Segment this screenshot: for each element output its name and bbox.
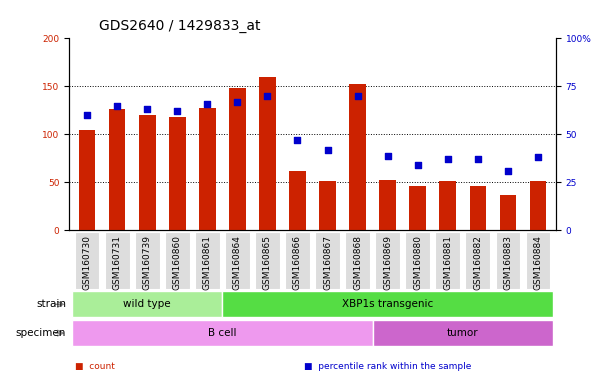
FancyBboxPatch shape bbox=[135, 232, 160, 289]
Point bbox=[263, 93, 272, 99]
Text: GSM160730: GSM160730 bbox=[83, 235, 91, 290]
Point bbox=[172, 108, 182, 114]
Text: GSM160864: GSM160864 bbox=[233, 235, 242, 290]
FancyBboxPatch shape bbox=[375, 232, 400, 289]
Point bbox=[323, 147, 332, 153]
Point bbox=[533, 154, 543, 161]
Point bbox=[503, 168, 513, 174]
Text: GSM160739: GSM160739 bbox=[143, 235, 151, 290]
FancyBboxPatch shape bbox=[72, 320, 373, 346]
Point bbox=[353, 93, 362, 99]
FancyBboxPatch shape bbox=[405, 232, 430, 289]
FancyBboxPatch shape bbox=[526, 232, 551, 289]
FancyBboxPatch shape bbox=[466, 232, 490, 289]
Text: GSM160881: GSM160881 bbox=[444, 235, 452, 290]
Text: GSM160861: GSM160861 bbox=[203, 235, 212, 290]
FancyBboxPatch shape bbox=[345, 232, 370, 289]
FancyBboxPatch shape bbox=[285, 232, 310, 289]
Bar bbox=[319, 181, 336, 230]
Point bbox=[413, 162, 423, 168]
Point bbox=[443, 156, 453, 162]
Bar bbox=[499, 195, 516, 230]
Bar bbox=[229, 88, 246, 230]
FancyBboxPatch shape bbox=[72, 291, 222, 317]
Text: XBP1s transgenic: XBP1s transgenic bbox=[342, 299, 433, 309]
Bar bbox=[409, 186, 426, 230]
Text: GSM160883: GSM160883 bbox=[504, 235, 512, 290]
FancyBboxPatch shape bbox=[105, 232, 130, 289]
Text: GSM160884: GSM160884 bbox=[534, 235, 542, 290]
Bar bbox=[259, 77, 276, 230]
FancyBboxPatch shape bbox=[373, 320, 553, 346]
Text: GSM160865: GSM160865 bbox=[263, 235, 272, 290]
Point bbox=[112, 103, 122, 109]
Point bbox=[203, 101, 212, 107]
Bar bbox=[439, 181, 456, 230]
Point bbox=[473, 156, 483, 162]
Text: GDS2640 / 1429833_at: GDS2640 / 1429833_at bbox=[99, 19, 261, 33]
FancyBboxPatch shape bbox=[165, 232, 190, 289]
Bar bbox=[349, 84, 366, 230]
Point bbox=[233, 99, 242, 105]
Text: GSM160868: GSM160868 bbox=[353, 235, 362, 290]
Text: ■  count: ■ count bbox=[75, 362, 115, 371]
Point bbox=[293, 137, 302, 143]
FancyBboxPatch shape bbox=[255, 232, 280, 289]
Bar bbox=[169, 117, 186, 230]
Text: strain: strain bbox=[36, 299, 66, 310]
Text: GSM160867: GSM160867 bbox=[323, 235, 332, 290]
Bar bbox=[469, 186, 486, 230]
FancyBboxPatch shape bbox=[436, 232, 460, 289]
Point bbox=[82, 112, 92, 118]
Bar bbox=[289, 171, 306, 230]
FancyBboxPatch shape bbox=[225, 232, 250, 289]
Text: GSM160866: GSM160866 bbox=[293, 235, 302, 290]
Bar bbox=[109, 109, 126, 230]
Text: B cell: B cell bbox=[208, 328, 237, 338]
Text: GSM160860: GSM160860 bbox=[173, 235, 182, 290]
FancyBboxPatch shape bbox=[496, 232, 520, 289]
Text: wild type: wild type bbox=[123, 299, 171, 309]
Text: ■  percentile rank within the sample: ■ percentile rank within the sample bbox=[304, 362, 471, 371]
Point bbox=[383, 152, 392, 159]
Point bbox=[142, 106, 152, 113]
Text: tumor: tumor bbox=[447, 328, 478, 338]
FancyBboxPatch shape bbox=[75, 232, 100, 289]
Text: GSM160731: GSM160731 bbox=[113, 235, 121, 290]
FancyBboxPatch shape bbox=[222, 291, 553, 317]
Text: specimen: specimen bbox=[16, 328, 66, 338]
Bar bbox=[79, 129, 96, 230]
Bar bbox=[139, 115, 156, 230]
Bar bbox=[529, 181, 546, 230]
FancyBboxPatch shape bbox=[195, 232, 220, 289]
Text: GSM160869: GSM160869 bbox=[383, 235, 392, 290]
Bar bbox=[379, 180, 396, 230]
Text: GSM160882: GSM160882 bbox=[474, 235, 482, 290]
Text: GSM160880: GSM160880 bbox=[413, 235, 422, 290]
Bar bbox=[199, 108, 216, 230]
FancyBboxPatch shape bbox=[316, 232, 340, 289]
